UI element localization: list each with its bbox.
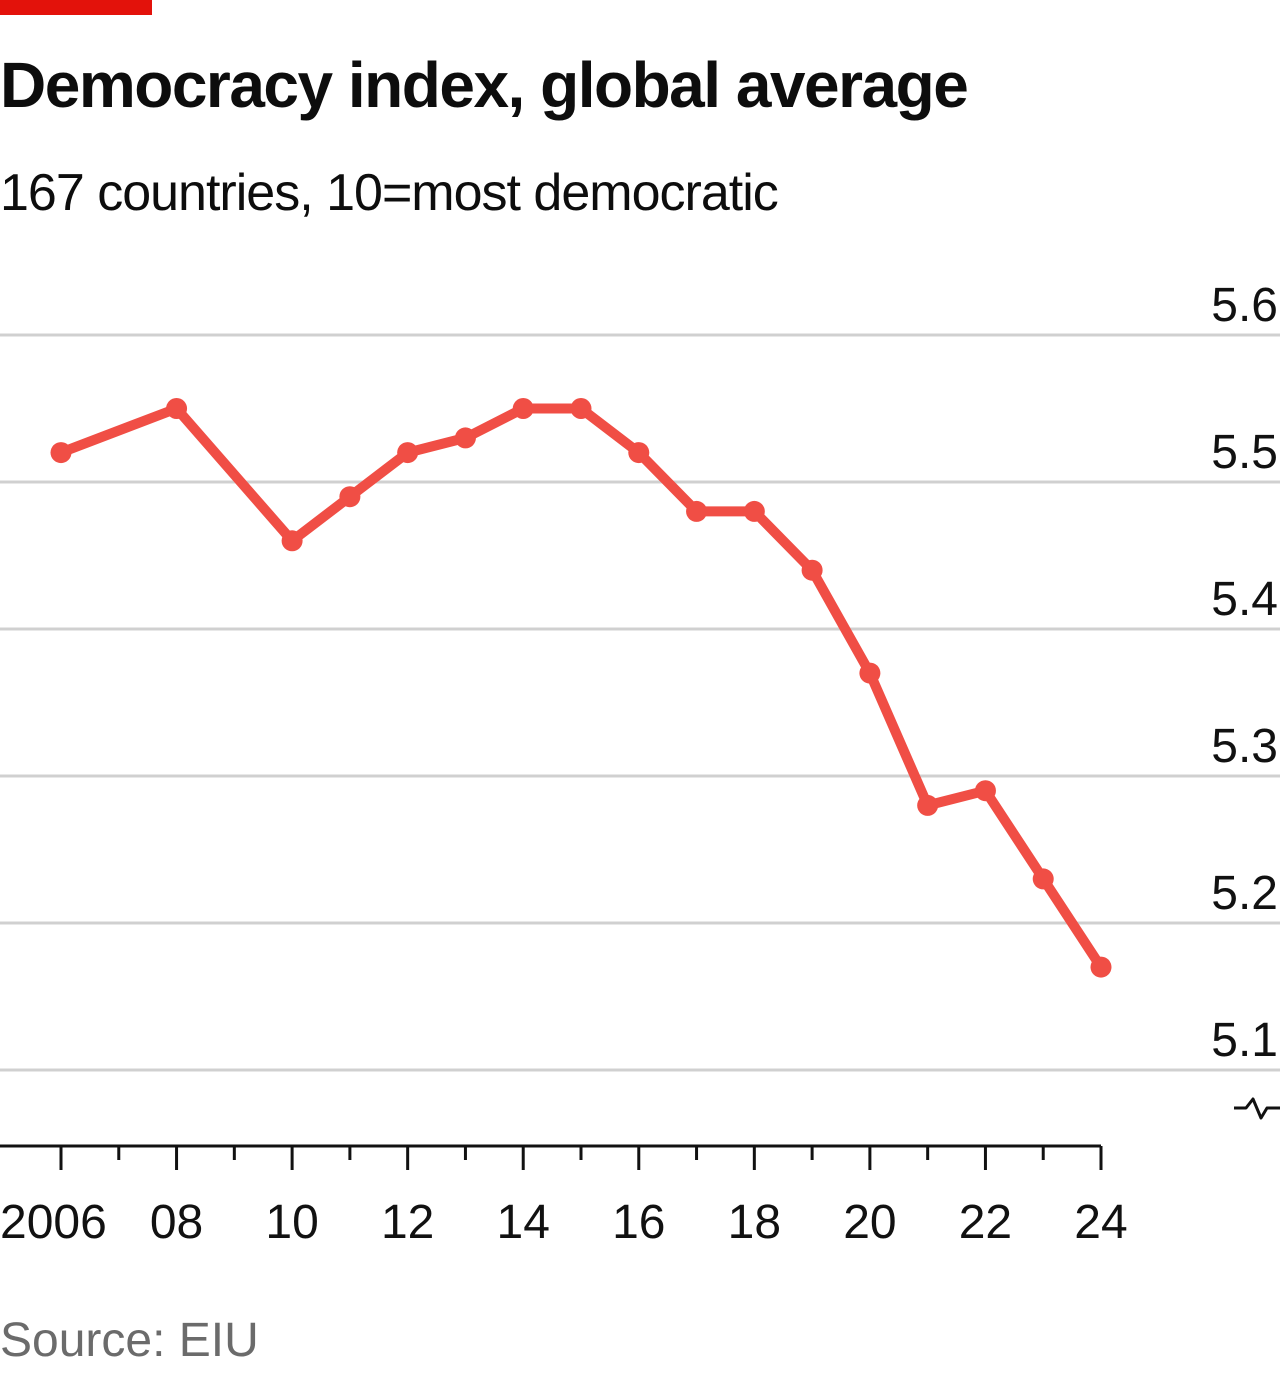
data-point [339,486,361,508]
x-tick-label: 08 [150,1196,203,1249]
data-point [686,500,708,522]
data-point [570,398,592,419]
chart-subtitle: 167 countries, 10=most democratic [0,164,779,222]
data-point [917,794,939,816]
data-point [743,500,765,522]
y-tick-label: 5.3 [1211,720,1278,773]
data-point [166,398,188,419]
data-point [628,442,650,464]
x-axis-labels: 2006 08 10 12 14 16 18 20 22 24 [0,1196,1128,1249]
y-tick-label: 5.6 [1211,279,1278,332]
x-tick-label: 12 [381,1196,434,1249]
data-point [454,427,476,449]
line-chart: 5.15.25.35.45.55.6 2006 08 10 12 14 16 18 20 22 2… [0,279,1280,1249]
x-tick-label: 2006 [0,1196,107,1249]
x-tick-label: 14 [497,1196,550,1249]
data-series [50,398,1112,978]
x-tick-label: 24 [1074,1196,1127,1249]
data-point [859,662,881,684]
data-point [1090,956,1112,978]
data-point [974,780,996,802]
gridlines [0,333,1280,1072]
series-line [56,403,1106,973]
x-tick-label: 18 [728,1196,781,1249]
y-tick-label: 5.5 [1211,426,1278,479]
y-tick-label: 5.2 [1211,867,1278,920]
data-point [512,398,534,419]
source-note: Source: EIU [0,1314,259,1367]
data-point [1032,868,1054,890]
y-tick-label: 5.1 [1211,1014,1278,1067]
y-tick-label: 5.4 [1211,573,1278,626]
x-tick-label: 10 [265,1196,318,1249]
x-tick-label: 22 [959,1196,1012,1249]
x-axis [0,1097,1280,1170]
x-tick-label: 20 [843,1196,896,1249]
data-point [50,442,72,464]
data-point [397,442,419,464]
chart-title: Democracy index, global average [0,49,969,121]
data-point [801,559,823,581]
accent-bar [0,0,152,15]
y-axis-labels: 5.1 5.2 5.3 5.4 5.5 5.6 [1211,279,1278,1067]
x-tick-label: 16 [612,1196,665,1249]
data-point [281,530,303,552]
axis-break-icon [1234,1097,1280,1120]
